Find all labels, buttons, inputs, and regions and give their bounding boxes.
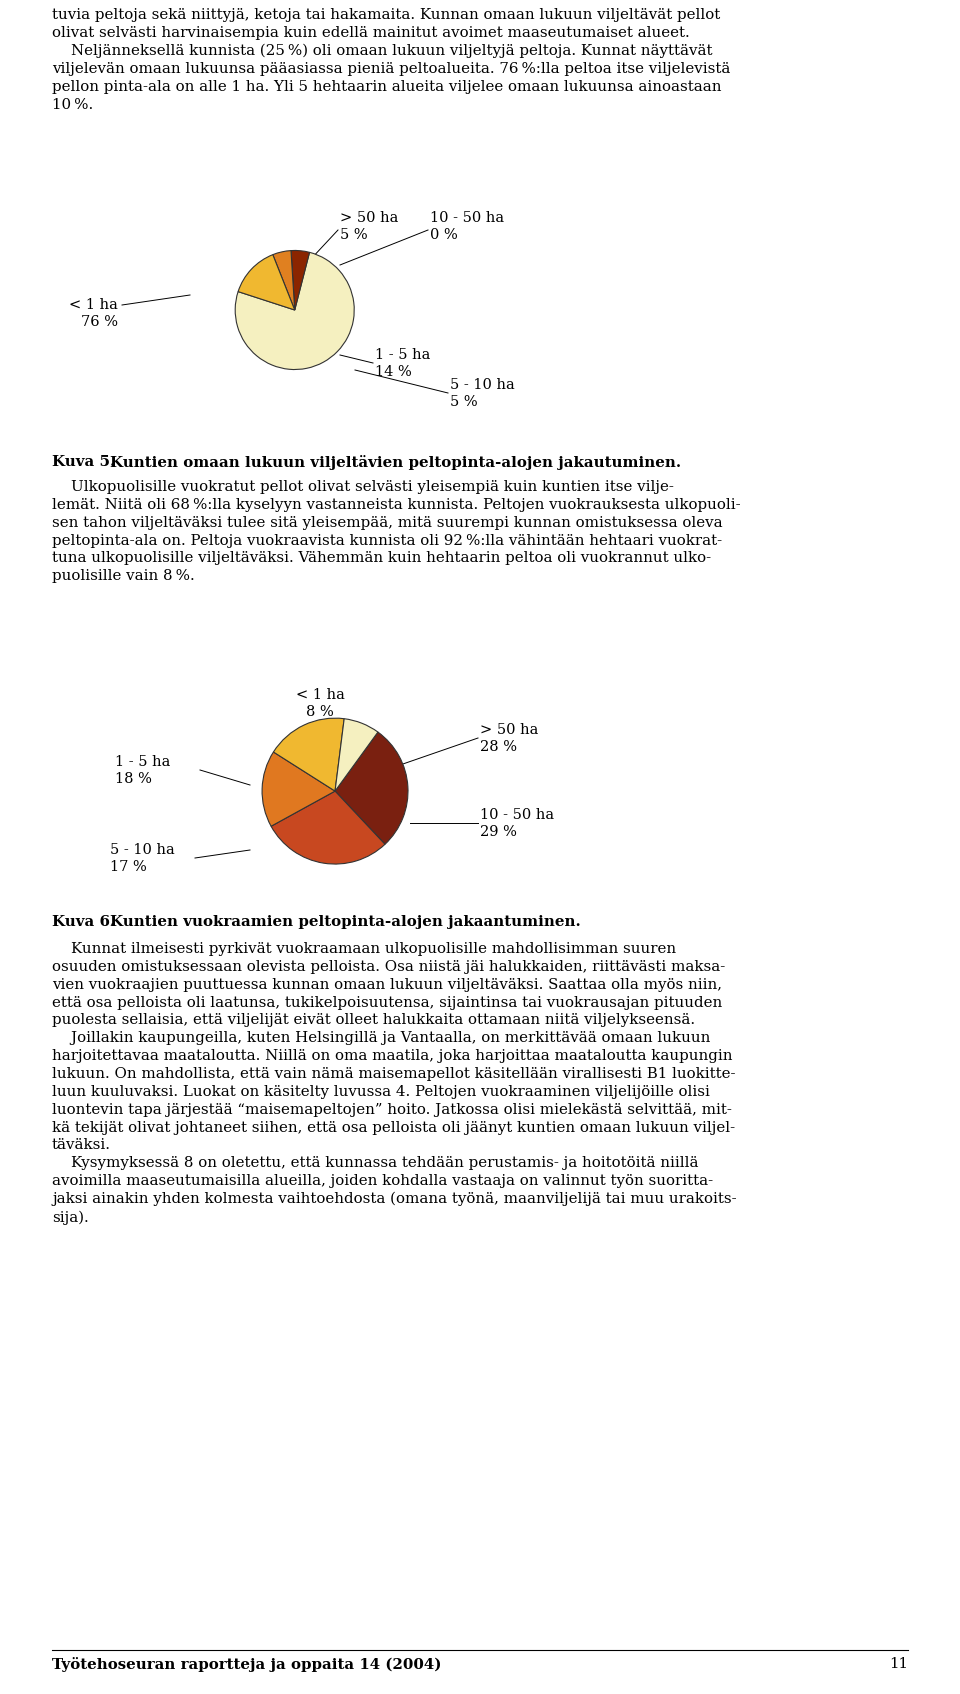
Text: 76 %: 76 % [81, 315, 118, 329]
Text: < 1 ha: < 1 ha [296, 688, 345, 701]
Text: Ulkopuolisille vuokratut pellot olivat selvästi yleisempiä kuin kuntien itse vil: Ulkopuolisille vuokratut pellot olivat s… [52, 479, 740, 583]
Wedge shape [238, 254, 295, 310]
Text: > 50 ha: > 50 ha [340, 212, 398, 225]
Text: Kuva 5.: Kuva 5. [52, 456, 115, 469]
Text: < 1 ha: < 1 ha [69, 298, 118, 312]
Text: tuvia peltoja sekä niittyjä, ketoja tai hakamaita. Kunnan omaan lukuun viljeltäv: tuvia peltoja sekä niittyjä, ketoja tai … [52, 8, 731, 112]
Text: 29 %: 29 % [480, 825, 516, 839]
Wedge shape [291, 251, 309, 310]
Text: 10 - 50 ha: 10 - 50 ha [430, 212, 504, 225]
Text: 10 - 50 ha: 10 - 50 ha [480, 808, 554, 822]
Text: 8 %: 8 % [306, 705, 334, 718]
Text: Kuntien omaan lukuun viljeltävien peltopinta-alojen jakautuminen.: Kuntien omaan lukuun viljeltävien peltop… [110, 456, 682, 469]
Wedge shape [335, 732, 408, 844]
Text: 5 %: 5 % [450, 395, 478, 408]
Text: 5 - 10 ha: 5 - 10 ha [450, 378, 515, 391]
Wedge shape [235, 252, 354, 369]
Text: Kunnat ilmeisesti pyrkivät vuokraamaan ulkopuolisille mahdollisimman suuren
osuu: Kunnat ilmeisesti pyrkivät vuokraamaan u… [52, 942, 736, 1225]
Text: Kuva 6.: Kuva 6. [52, 915, 115, 928]
Text: Työtehoseuran raportteja ja oppaita 14 (2004): Työtehoseuran raportteja ja oppaita 14 (… [52, 1657, 442, 1672]
Text: 18 %: 18 % [115, 772, 152, 786]
Wedge shape [271, 791, 385, 864]
Text: 5 - 10 ha: 5 - 10 ha [110, 844, 175, 857]
Text: 17 %: 17 % [110, 861, 147, 874]
Text: 0 %: 0 % [430, 229, 458, 242]
Text: 1 - 5 ha: 1 - 5 ha [375, 347, 430, 363]
Text: > 50 ha: > 50 ha [480, 723, 539, 737]
Wedge shape [335, 718, 378, 791]
Text: 1 - 5 ha: 1 - 5 ha [115, 756, 170, 769]
Text: Kuntien vuokraamien peltopinta-alojen jakaantuminen.: Kuntien vuokraamien peltopinta-alojen ja… [110, 915, 581, 928]
Text: 5 %: 5 % [340, 229, 368, 242]
Text: 11: 11 [889, 1657, 908, 1670]
Wedge shape [273, 251, 295, 310]
Text: 14 %: 14 % [375, 364, 412, 379]
Wedge shape [274, 718, 345, 791]
Wedge shape [291, 251, 295, 310]
Text: 28 %: 28 % [480, 740, 517, 754]
Wedge shape [262, 752, 335, 827]
